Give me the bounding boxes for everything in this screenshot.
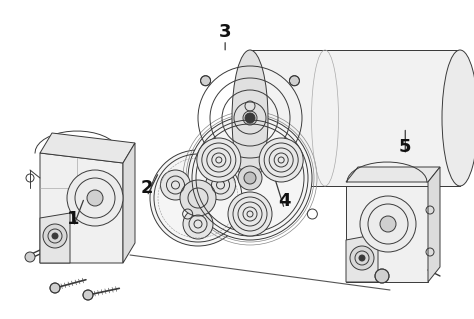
Ellipse shape xyxy=(442,50,474,186)
Circle shape xyxy=(380,216,396,232)
Polygon shape xyxy=(346,234,378,282)
Circle shape xyxy=(188,116,312,240)
Circle shape xyxy=(52,233,58,239)
Circle shape xyxy=(150,150,246,246)
Text: 5: 5 xyxy=(399,138,411,156)
Circle shape xyxy=(197,138,241,182)
Circle shape xyxy=(87,190,103,206)
Circle shape xyxy=(259,138,303,182)
Circle shape xyxy=(245,113,255,123)
Polygon shape xyxy=(346,167,440,182)
Text: 1: 1 xyxy=(67,210,80,227)
Polygon shape xyxy=(123,143,135,263)
Circle shape xyxy=(67,170,123,226)
Circle shape xyxy=(290,150,300,160)
Text: 2: 2 xyxy=(141,179,153,197)
Circle shape xyxy=(244,172,256,184)
Ellipse shape xyxy=(232,50,268,186)
Circle shape xyxy=(161,170,191,200)
Circle shape xyxy=(350,246,374,270)
Text: 4: 4 xyxy=(278,192,291,210)
Polygon shape xyxy=(40,153,123,263)
Polygon shape xyxy=(40,213,70,263)
Text: 3: 3 xyxy=(219,23,231,41)
Polygon shape xyxy=(428,167,440,282)
Circle shape xyxy=(183,209,213,239)
Polygon shape xyxy=(346,182,428,282)
Circle shape xyxy=(180,180,216,216)
Circle shape xyxy=(50,283,60,293)
Circle shape xyxy=(201,76,210,86)
Polygon shape xyxy=(40,133,135,163)
Polygon shape xyxy=(250,50,460,186)
Circle shape xyxy=(375,269,389,283)
Circle shape xyxy=(360,196,416,252)
Circle shape xyxy=(290,76,300,86)
Circle shape xyxy=(201,150,210,160)
Circle shape xyxy=(25,252,35,262)
Circle shape xyxy=(238,166,262,190)
Circle shape xyxy=(228,192,272,236)
Circle shape xyxy=(359,255,365,261)
Circle shape xyxy=(206,170,236,200)
Circle shape xyxy=(83,290,93,300)
Circle shape xyxy=(43,224,67,248)
